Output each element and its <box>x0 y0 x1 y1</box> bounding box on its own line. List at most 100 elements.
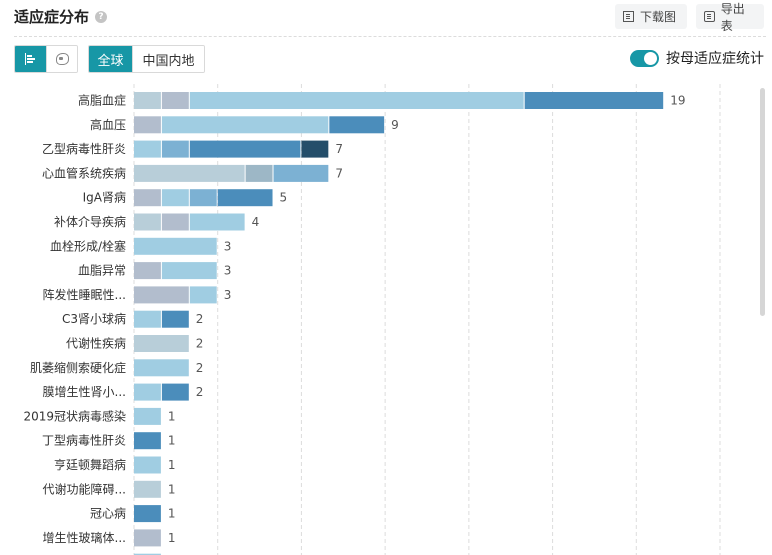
bar-segment[interactable] <box>134 505 161 523</box>
bar-segment[interactable] <box>134 164 245 182</box>
category-label: 冠心病 <box>90 506 126 521</box>
bar-segment[interactable] <box>134 456 161 474</box>
bar-segment[interactable] <box>524 92 664 109</box>
value-label: 3 <box>224 239 232 253</box>
page-title: 适应症分布 ? <box>14 6 108 27</box>
toggle-label: 按母适应症统计 <box>666 51 764 67</box>
category-label: 血脂异常 <box>78 263 126 278</box>
bar-segment[interactable] <box>134 116 161 134</box>
value-label: 2 <box>196 337 204 351</box>
value-label: 3 <box>224 288 232 302</box>
bar-segment[interactable] <box>161 140 189 158</box>
value-label: 1 <box>168 482 176 496</box>
bar-segment[interactable] <box>134 310 161 328</box>
bar-chart-icon <box>24 53 37 65</box>
bar-segment[interactable] <box>189 140 301 158</box>
bar-segment[interactable] <box>134 359 189 377</box>
indication-bar-chart: 高脂血症 19 高血压 9 乙型病毒性肝炎 7 心血管系统疾病 7 IgA肾病 5 补体介导疾病 4 血… <box>0 84 750 555</box>
category-label: 乙型病毒性肝炎 <box>42 141 126 156</box>
value-label: 7 <box>335 166 343 180</box>
bar-segment[interactable] <box>189 213 245 231</box>
category-label: 肌萎缩侧索硬化症 <box>30 360 126 375</box>
value-label: 19 <box>670 94 685 108</box>
value-label: 1 <box>168 458 176 472</box>
value-label: 1 <box>168 531 176 545</box>
category-label: 亨廷顿舞蹈病 <box>54 457 126 472</box>
chart-svg: 高脂血症 19 高血压 9 乙型病毒性肝炎 7 心血管系统疾病 7 IgA肾病 5 补体介导疾病 4 血… <box>23 84 721 555</box>
bar-segment[interactable] <box>161 116 329 134</box>
bar-segment[interactable] <box>134 407 161 425</box>
title-text: 适应症分布 <box>14 8 90 26</box>
category-label: 血栓形成/栓塞 <box>50 238 126 253</box>
bar-segment[interactable] <box>134 529 161 547</box>
value-label: 1 <box>168 434 176 448</box>
value-label: 7 <box>335 142 343 156</box>
bar-segment[interactable] <box>134 92 161 109</box>
parent-indication-toggle-row: 按母适应症统计 <box>630 48 764 68</box>
bar-segment[interactable] <box>134 262 161 280</box>
bar-segment[interactable] <box>134 432 161 450</box>
bar-segment[interactable] <box>245 164 273 182</box>
bar-segment[interactable] <box>329 116 385 134</box>
map-icon <box>55 53 69 65</box>
bar-segment[interactable] <box>301 140 329 158</box>
bar-segment[interactable] <box>134 335 189 352</box>
value-label: 2 <box>196 361 204 375</box>
bar-segment[interactable] <box>134 286 189 304</box>
bar-segment[interactable] <box>161 213 189 231</box>
bar-segment-partial <box>134 553 161 555</box>
export-table-button[interactable]: 导出表 <box>696 2 764 33</box>
category-label: 丁型病毒性肝炎 <box>42 433 126 448</box>
category-label: 高脂血症 <box>78 93 126 108</box>
chart-scrollbar[interactable] <box>760 88 765 316</box>
value-label: 1 <box>168 409 176 423</box>
category-label: IgA肾病 <box>83 190 126 205</box>
chart-type-switch <box>14 45 78 73</box>
region-tabs: 全球 中国内地 <box>88 45 205 73</box>
value-label: 2 <box>196 385 204 399</box>
value-label: 4 <box>252 215 260 229</box>
map-button[interactable] <box>46 46 77 72</box>
bar-segment[interactable] <box>161 92 189 109</box>
category-label: 补体介导疾病 <box>54 214 126 229</box>
help-icon[interactable]: ? <box>95 10 108 23</box>
value-label: 1 <box>168 507 176 521</box>
header-divider <box>14 36 766 37</box>
category-label: 阵发性睡眠性... <box>43 287 126 302</box>
bar-segment[interactable] <box>134 213 161 231</box>
bar-segment[interactable] <box>189 189 217 207</box>
image-icon <box>623 11 634 22</box>
bar-segment[interactable] <box>134 480 161 498</box>
value-label: 5 <box>280 191 288 205</box>
bar-segment[interactable] <box>134 140 161 158</box>
value-label: 9 <box>391 118 399 132</box>
export-label: 导出表 <box>720 1 745 33</box>
tab-china-mainland[interactable]: 中国内地 <box>132 46 204 72</box>
download-chart-button[interactable]: 下载图 <box>615 4 687 29</box>
bar-chart-button[interactable] <box>15 46 46 72</box>
bar-segment[interactable] <box>134 189 161 207</box>
category-label: 2019冠状病毒感染 <box>23 408 126 423</box>
bar-segment[interactable] <box>189 92 524 109</box>
bar-segment[interactable] <box>217 189 273 207</box>
value-label: 2 <box>196 312 204 326</box>
category-label: 心血管系统疾病 <box>42 165 126 180</box>
bar-segment[interactable] <box>273 164 329 182</box>
bar-segment[interactable] <box>161 310 189 328</box>
bar-segment[interactable] <box>134 383 161 401</box>
download-label: 下载图 <box>640 10 677 24</box>
category-label: 高血压 <box>90 117 126 132</box>
tab-global[interactable]: 全球 <box>89 46 132 72</box>
category-label: C3肾小球病 <box>62 311 126 326</box>
category-label: 膜增生性肾小... <box>43 385 126 399</box>
bar-segment[interactable] <box>161 189 189 207</box>
bar-segment[interactable] <box>134 237 217 255</box>
bar-segment[interactable] <box>189 286 217 304</box>
parent-indication-toggle[interactable] <box>630 49 659 67</box>
category-label: 代谢性疾病 <box>66 336 126 351</box>
value-label: 3 <box>224 264 232 278</box>
category-label: 代谢功能障碍... <box>43 481 126 496</box>
bar-segment[interactable] <box>161 383 189 401</box>
bar-segment[interactable] <box>161 262 217 280</box>
category-label: 增生性玻璃体... <box>43 531 126 545</box>
